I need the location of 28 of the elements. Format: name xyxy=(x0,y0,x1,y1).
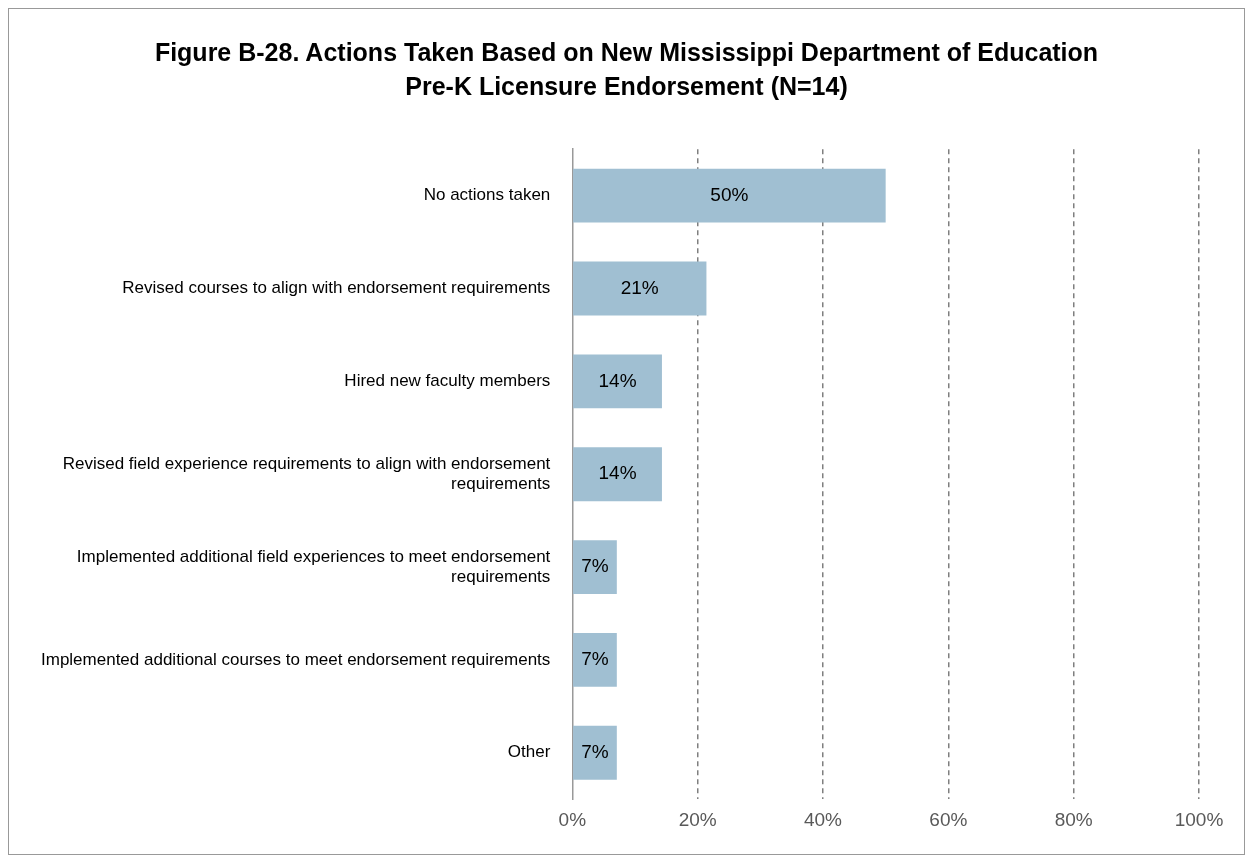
bar xyxy=(573,725,617,780)
y-tick-label: Revised field experience requirements to align with endorsement requirements xyxy=(62,453,551,494)
x-tick-label: 100% xyxy=(1174,808,1224,830)
bar xyxy=(573,632,617,687)
y-tick-label: Other xyxy=(507,742,551,762)
bar xyxy=(573,447,662,502)
bar xyxy=(573,354,662,409)
y-tick-label: Hired new faculty members xyxy=(344,371,551,391)
y-tick-label: Implemented additional field experiences to meet endorsement requirements xyxy=(76,546,551,586)
bar xyxy=(573,168,886,223)
x-tick-label: 40% xyxy=(803,808,843,830)
x-tick-label: 0% xyxy=(558,808,587,830)
data-label: 14% xyxy=(598,369,637,391)
y-tick-label: Revised courses to align with endorsement requirements xyxy=(122,278,551,298)
x-tick-label: 60% xyxy=(929,808,968,830)
y-tick-label: No actions taken xyxy=(423,185,551,205)
data-label: 7% xyxy=(581,741,609,763)
data-label: 50% xyxy=(710,183,749,205)
x-tick-label: 20% xyxy=(678,808,717,830)
data-label: 14% xyxy=(598,462,637,484)
data-label: 21% xyxy=(620,276,659,298)
x-tick-label: 80% xyxy=(1054,808,1093,830)
y-tick-label: Implemented additional courses to meet endorsement requirements xyxy=(41,649,551,669)
bar xyxy=(573,261,707,316)
data-label: 7% xyxy=(581,648,609,670)
bar xyxy=(573,540,617,594)
data-label: 7% xyxy=(581,555,609,577)
chart-title: Figure B-28. Actions Taken Based on New Mississippi Department of Education Pre-K Licensure Endorsement (N=14) xyxy=(153,37,1100,102)
